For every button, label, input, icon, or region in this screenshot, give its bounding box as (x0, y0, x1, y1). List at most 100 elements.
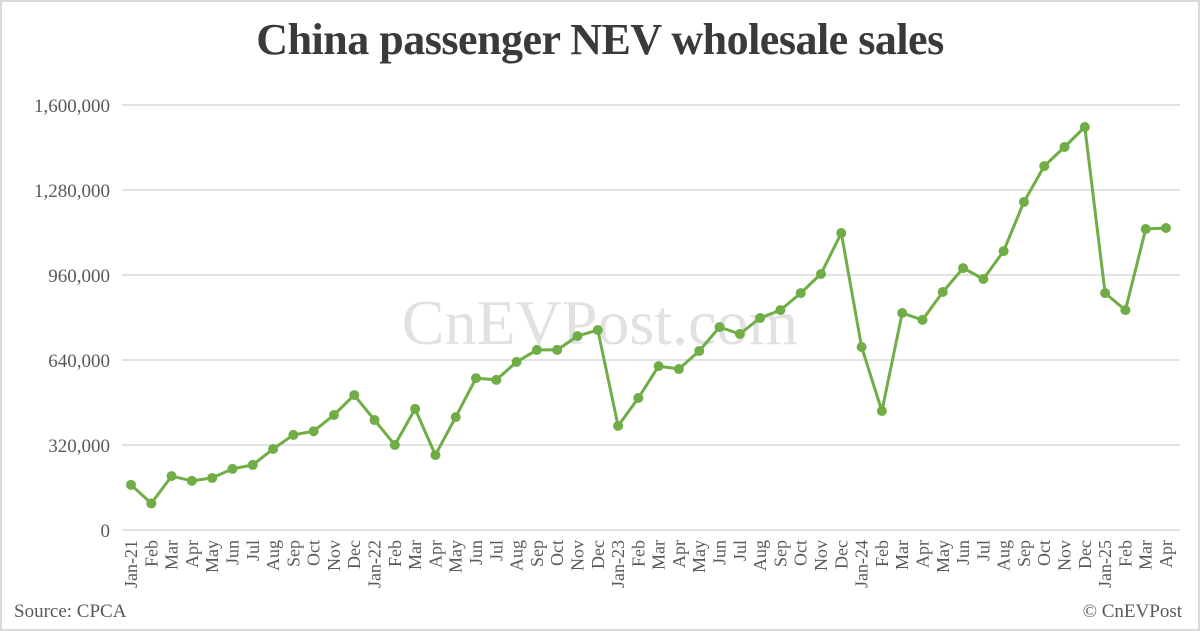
copyright-label: © CnEVPost (1082, 601, 1182, 622)
x-tick-label: Jan-24 (852, 540, 872, 588)
x-tick-label: Jul (486, 540, 506, 561)
data-point (207, 472, 218, 483)
x-tick-label: Feb (628, 540, 648, 567)
x-tick-label: Mar (405, 540, 425, 570)
x-tick-label: Mar (1136, 540, 1156, 570)
x-tick-label: Mar (649, 540, 669, 570)
data-point (978, 273, 989, 284)
x-tick-label: Jul (730, 540, 750, 561)
y-tick-label: 0 (101, 521, 111, 542)
x-tick-label: May (446, 540, 466, 573)
x-tick-label: Jul (973, 540, 993, 561)
data-point (471, 373, 481, 384)
x-tick-label: Feb (385, 540, 405, 567)
x-tick-label: Aug (750, 540, 770, 571)
x-tick-label: Nov (1055, 540, 1075, 571)
data-point (937, 287, 948, 297)
data-point (876, 406, 887, 416)
x-tick-label: May (202, 540, 222, 573)
x-tick-label: Sep (283, 540, 303, 567)
data-point (1039, 161, 1050, 172)
data-point (268, 443, 279, 454)
x-tick-label: Jul (243, 540, 263, 561)
x-tick-label: Oct (1034, 540, 1054, 566)
y-tick-label: 320,000 (48, 436, 110, 457)
data-point (592, 324, 603, 335)
data-point (1100, 288, 1111, 299)
data-point (227, 463, 238, 474)
data-point (552, 344, 563, 355)
data-point (308, 426, 319, 437)
data-point (572, 331, 583, 342)
data-point (795, 288, 806, 299)
x-tick-label: Feb (1115, 540, 1135, 567)
data-point (734, 328, 745, 339)
data-point (1120, 305, 1131, 316)
data-point (328, 409, 339, 420)
data-point (958, 263, 969, 274)
data-point (531, 344, 542, 355)
x-tick-label: Nov (324, 540, 344, 571)
y-tick-label: 960,000 (48, 266, 110, 287)
data-point (897, 307, 908, 318)
x-tick-label: Oct (304, 540, 324, 566)
x-tick-label: Mar (892, 540, 912, 570)
x-tick-label: Jun (466, 540, 486, 565)
x-tick-label: Jan-23 (608, 540, 628, 588)
data-point (1018, 196, 1029, 207)
data-point (491, 374, 502, 385)
data-point (349, 390, 360, 401)
x-tick-label: Apr (912, 540, 932, 568)
data-point (247, 459, 258, 470)
data-point (166, 471, 177, 482)
x-tick-label: Aug (507, 540, 527, 571)
data-point (288, 429, 299, 440)
x-tick-label: Apr (425, 540, 445, 568)
x-tick-label: Apr (669, 540, 689, 568)
chart-title: China passenger NEV wholesale sales (256, 15, 944, 64)
x-tick-label: May (933, 540, 953, 573)
data-point (1059, 141, 1070, 152)
x-tick-label: Mar (162, 540, 182, 570)
data-point (1140, 224, 1151, 235)
x-tick-label: Jan-21 (121, 540, 141, 588)
x-tick-label: Feb (141, 540, 161, 567)
data-point (775, 305, 786, 316)
x-tick-label: Sep (1014, 540, 1034, 567)
x-tick-label: Oct (547, 540, 567, 566)
data-point (633, 392, 644, 403)
data-point (186, 475, 197, 486)
x-tick-label: Sep (527, 540, 547, 567)
y-tick-label: 1,280,000 (34, 181, 110, 202)
x-tick-label: Dec (344, 540, 364, 569)
y-tick-label: 1,600,000 (34, 96, 110, 117)
data-line (129, 125, 1167, 505)
x-tick-label: Oct (791, 540, 811, 566)
x-tick-label: Jan-22 (365, 540, 385, 588)
x-tick-label: Apr (1156, 540, 1176, 568)
data-point (430, 450, 441, 461)
data-point (673, 364, 684, 375)
x-tick-label: Jun (710, 540, 730, 565)
x-tick-label: May (689, 540, 709, 573)
data-point (816, 268, 826, 279)
x-tick-label: Dec (831, 540, 851, 569)
x-tick-label: Jan-25 (1095, 540, 1115, 588)
data-point (917, 314, 928, 325)
x-tick-label: Nov (567, 540, 587, 571)
source-label: Source: CPCA (14, 601, 127, 622)
x-tick-label: Sep (770, 540, 790, 567)
data-point (653, 361, 664, 372)
data-point (694, 345, 705, 356)
data-point (856, 341, 867, 352)
x-tick-label: Dec (588, 540, 608, 569)
data-point (126, 479, 136, 490)
data-point (1079, 122, 1090, 133)
y-tick-label: 640,000 (48, 351, 110, 372)
data-point (511, 356, 522, 367)
x-tick-label: Aug (263, 540, 283, 571)
data-point (410, 403, 421, 414)
x-tick-label: Aug (994, 540, 1014, 571)
